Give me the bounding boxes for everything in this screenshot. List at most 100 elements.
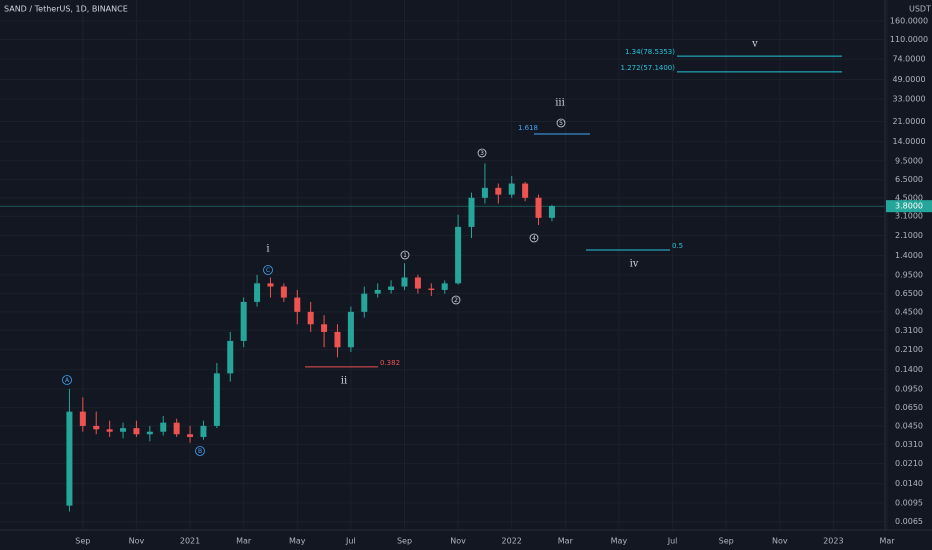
y-tick-label: 0.0310 <box>895 440 923 449</box>
y-tick-label: 6.5000 <box>895 175 923 184</box>
wave-label: i <box>266 244 269 255</box>
candle-body <box>106 429 113 432</box>
y-tick-label: 74.0000 <box>892 55 925 64</box>
candle-body <box>66 411 73 506</box>
subwave-circle <box>195 446 205 456</box>
y-tick-label: 0.0450 <box>895 421 923 430</box>
x-tick-label: 2022 <box>502 537 522 546</box>
candle-body <box>280 286 287 298</box>
wave-label: ii <box>341 376 347 387</box>
subwave-circle <box>477 148 487 158</box>
candle-body <box>160 422 167 432</box>
x-tick-label: Jul <box>667 537 678 546</box>
subwave-circle <box>556 118 566 128</box>
last-price-label: 3.8000 <box>895 202 923 211</box>
subwave-circle <box>400 250 410 260</box>
x-tick-label: Nov <box>772 537 788 546</box>
y-tick-label: 0.0065 <box>895 517 923 526</box>
candle-body <box>361 293 368 312</box>
fib-label: 0.5 <box>672 242 683 250</box>
subwave-circle <box>451 295 461 305</box>
x-tick-label: May <box>289 537 306 546</box>
candle-body <box>240 301 247 341</box>
candle-body <box>548 206 555 218</box>
subwave-label: B <box>198 448 202 455</box>
candle-body <box>441 283 448 290</box>
y-tick-label: 110.0000 <box>890 35 928 44</box>
y-tick-label: 33.0000 <box>892 95 925 104</box>
y-tick-label: 14.0000 <box>892 137 925 146</box>
candle-body <box>200 425 207 437</box>
wave-label: iii <box>555 98 565 109</box>
y-tick-label: 21.0000 <box>892 117 925 126</box>
y-tick-label: 4.5000 <box>895 193 923 202</box>
candle-body <box>374 289 381 294</box>
candle-body <box>535 197 542 218</box>
y-tick-label: 9.5000 <box>895 156 923 165</box>
candle-body <box>347 311 354 348</box>
candle-body <box>455 226 462 284</box>
candle-body <box>254 283 261 302</box>
subwave-label: 1 <box>403 252 407 259</box>
y-tick-label: 1.4000 <box>895 251 923 260</box>
y-tick-label: 3.1000 <box>895 212 923 221</box>
x-tick-label: Sep <box>75 537 90 546</box>
candle-body <box>334 331 341 348</box>
fib-label: 1.272(57.1400) <box>621 64 676 72</box>
y-tick-label: 0.0950 <box>895 384 923 393</box>
subwave-circle <box>62 375 72 385</box>
x-tick-label: Mar <box>558 537 574 546</box>
y-tick-label: 0.6500 <box>895 289 923 298</box>
candle-body <box>468 197 475 227</box>
candle-body <box>146 431 153 435</box>
y-tick-label: 160.0000 <box>890 16 928 25</box>
candle-body <box>522 183 529 198</box>
candle-body <box>173 422 180 435</box>
subwave-circle <box>529 233 539 243</box>
subwave-label: 2 <box>454 297 458 304</box>
y-tick-label: 0.4500 <box>895 307 923 316</box>
candle-body <box>294 297 301 312</box>
subwave-label: A <box>65 377 70 384</box>
x-tick-label: Sep <box>719 537 734 546</box>
plot: 0.382 0.5 1.618 1.272(57.1400) 1.34(78.5353) <box>0 48 885 512</box>
fib-label: 1.34(78.5353) <box>625 48 675 56</box>
y-tick-label: 0.1400 <box>895 365 923 374</box>
candle-body <box>495 187 502 195</box>
chart-title: SAND / TetherUS, 1D, BINANCE <box>4 5 128 14</box>
last-price-box <box>886 200 932 213</box>
x-tick-label: 2023 <box>823 537 843 546</box>
candle-body <box>227 340 234 374</box>
subwave-label: 5 <box>559 120 563 127</box>
subwave-label: C <box>266 267 270 274</box>
axes: 160.0000110.000074.000049.000033.000021.… <box>75 16 932 546</box>
candle-body <box>93 425 100 430</box>
candle-body <box>307 311 314 325</box>
candle-body <box>388 286 395 290</box>
subwave-label: 3 <box>480 150 484 157</box>
x-tick-label: Nov <box>129 537 145 546</box>
subwave-circle <box>263 265 273 275</box>
x-tick-label: Nov <box>450 537 466 546</box>
candle-body <box>508 183 515 195</box>
x-tick-label: Mar <box>879 537 895 546</box>
y-tick-label: 49.0000 <box>892 75 925 84</box>
x-tick-label: Sep <box>397 537 412 546</box>
x-tick-label: Jul <box>345 537 356 546</box>
wave-label: iv <box>630 259 639 270</box>
candle-body <box>321 324 328 332</box>
subwave-labels: A B C 1 2 3 4 5 <box>62 118 566 456</box>
y-tick-label: 2.1000 <box>895 231 923 240</box>
fib-label: 0.382 <box>380 359 400 367</box>
y-tick-label: 0.0095 <box>895 498 923 507</box>
y-tick-label: 0.9500 <box>895 270 923 279</box>
currency: USDT <box>909 5 931 14</box>
candle-body <box>133 428 140 435</box>
y-tick-label: 0.0650 <box>895 403 923 412</box>
candle-body <box>187 434 194 437</box>
x-tick-label: 2021 <box>180 537 200 546</box>
fib-label: 1.618 <box>518 124 538 132</box>
candle-body <box>120 428 127 432</box>
subwave-label: 4 <box>532 235 536 242</box>
grid <box>0 0 887 530</box>
